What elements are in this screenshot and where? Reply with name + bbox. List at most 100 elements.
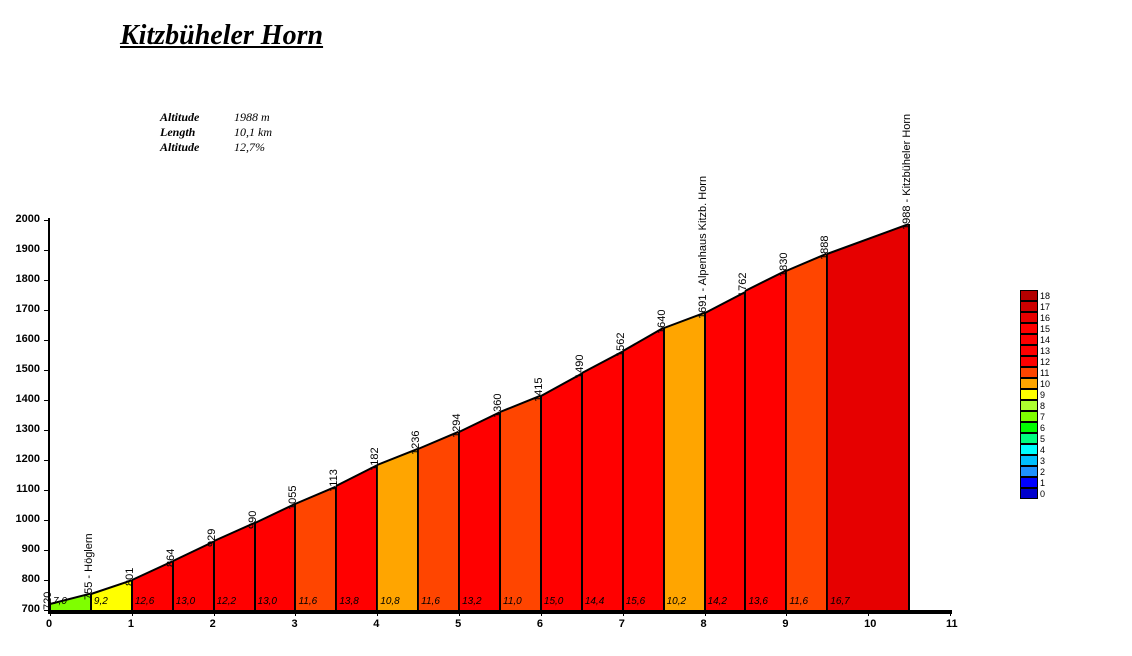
gradient-label: 13,0	[258, 596, 277, 607]
legend-swatch	[1020, 389, 1038, 400]
legend-swatch	[1020, 400, 1038, 411]
legend-item: 6	[1020, 422, 1050, 433]
x-axis-label: 9	[782, 618, 788, 630]
legend-label: 12	[1040, 357, 1050, 367]
profile-bar	[418, 432, 459, 610]
legend-item: 4	[1020, 444, 1050, 455]
legend-item: 0	[1020, 488, 1050, 499]
gradient-label: 10,8	[380, 596, 399, 607]
legend-label: 14	[1040, 335, 1050, 345]
x-axis-label: 2	[210, 618, 216, 630]
chart-area: 7008009001000110012001300140015001600170…	[50, 220, 950, 610]
profile-bar	[500, 396, 541, 611]
legend-swatch	[1020, 312, 1038, 323]
y-axis-label: 2000	[16, 213, 40, 225]
legend-label: 16	[1040, 313, 1050, 323]
bar-separator	[909, 224, 910, 610]
legend-swatch	[1020, 444, 1038, 455]
legend-swatch	[1020, 411, 1038, 422]
y-axis-label: 1000	[16, 513, 40, 525]
info-label: Length	[160, 125, 220, 140]
chart-title: Kitzbüheler Horn	[120, 20, 323, 52]
info-label: Altitude	[160, 140, 220, 155]
x-axis-label: 4	[373, 618, 379, 630]
legend-label: 10	[1040, 379, 1050, 389]
info-block: Altitude 1988 mLength10,1 kmAltitude 12,7%	[160, 110, 272, 155]
gradient-label: 11,6	[298, 596, 317, 607]
legend-item: 10	[1020, 378, 1050, 389]
profile-bar	[459, 412, 500, 610]
profile-bar	[827, 224, 909, 610]
legend-label: 13	[1040, 346, 1050, 356]
legend-item: 15	[1020, 323, 1050, 334]
x-axis-label: 11	[946, 618, 958, 630]
info-row: Altitude 12,7%	[160, 140, 272, 155]
gradient-label: 10,2	[667, 596, 686, 607]
gradient-label: 13,6	[748, 596, 767, 607]
info-row: Length10,1 km	[160, 125, 272, 140]
legend-label: 18	[1040, 291, 1050, 301]
gradient-label: 11,0	[503, 596, 522, 607]
legend-item: 8	[1020, 400, 1050, 411]
gradient-label: 15,6	[626, 596, 645, 607]
gradient-label: 14,4	[585, 596, 604, 607]
legend-swatch	[1020, 367, 1038, 378]
gradient-legend: 1817161514131211109876543210	[1020, 290, 1050, 499]
info-value: 1988 m	[234, 110, 270, 125]
altitude-label: 1988 - Kitzbüheler Horn	[901, 113, 913, 229]
y-axis-label: 800	[22, 573, 40, 585]
altitude-label: 755 - Höglern	[83, 533, 95, 600]
legend-swatch	[1020, 433, 1038, 444]
legend-item: 9	[1020, 389, 1050, 400]
profile-bar	[336, 465, 377, 610]
x-axis-label: 7	[619, 618, 625, 630]
x-axis-label: 3	[291, 618, 297, 630]
legend-swatch	[1020, 356, 1038, 367]
legend-label: 15	[1040, 324, 1050, 334]
legend-item: 13	[1020, 345, 1050, 356]
legend-label: 8	[1040, 401, 1045, 411]
y-axis-line	[48, 218, 50, 612]
legend-label: 3	[1040, 456, 1045, 466]
altitude-label: 1691 - Alpenhaus Kitzb. Horn	[697, 176, 709, 319]
legend-item: 1	[1020, 477, 1050, 488]
gradient-label: 14,2	[708, 596, 727, 607]
legend-swatch	[1020, 378, 1038, 389]
legend-swatch	[1020, 488, 1038, 499]
profile-bar	[745, 271, 786, 610]
legend-swatch	[1020, 301, 1038, 312]
legend-item: 11	[1020, 367, 1050, 378]
gradient-label: 11,6	[789, 596, 808, 607]
legend-swatch	[1020, 466, 1038, 477]
gradient-label: 13,0	[176, 596, 195, 607]
profile-bar	[541, 373, 582, 610]
y-axis-label: 1500	[16, 363, 40, 375]
legend-item: 16	[1020, 312, 1050, 323]
legend-label: 9	[1040, 390, 1045, 400]
x-axis-label: 5	[455, 618, 461, 630]
legend-label: 1	[1040, 478, 1045, 488]
x-axis-label: 6	[537, 618, 543, 630]
legend-item: 18	[1020, 290, 1050, 301]
y-axis-label: 1600	[16, 333, 40, 345]
y-axis-label: 1900	[16, 243, 40, 255]
gradient-label: 7,0	[53, 596, 67, 607]
y-axis-label: 1800	[16, 273, 40, 285]
info-value: 12,7%	[234, 140, 265, 155]
legend-swatch	[1020, 455, 1038, 466]
legend-label: 0	[1040, 489, 1045, 499]
gradient-label: 13,2	[462, 596, 481, 607]
gradient-label: 9,2	[94, 596, 108, 607]
legend-swatch	[1020, 477, 1038, 488]
legend-item: 12	[1020, 356, 1050, 367]
x-axis-label: 8	[701, 618, 707, 630]
gradient-label: 12,6	[135, 596, 154, 607]
x-axis-label: 0	[46, 618, 52, 630]
info-label: Altitude	[160, 110, 220, 125]
legend-label: 7	[1040, 412, 1045, 422]
legend-label: 2	[1040, 467, 1045, 477]
y-axis-label: 1200	[16, 453, 40, 465]
profile-bar	[705, 291, 746, 610]
legend-swatch	[1020, 334, 1038, 345]
x-axis-label: 1	[128, 618, 134, 630]
